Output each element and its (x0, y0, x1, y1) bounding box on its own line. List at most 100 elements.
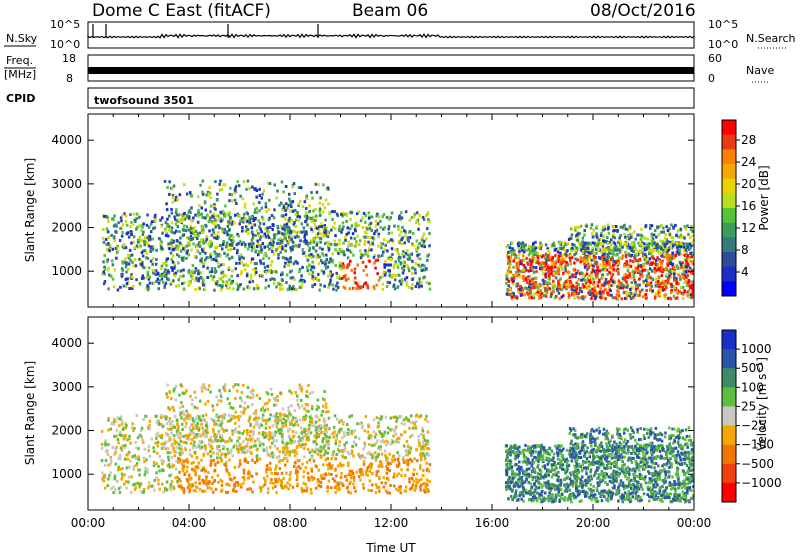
range-gate-cell (586, 286, 590, 290)
colorbar-swatch (722, 178, 736, 194)
range-gate-cell (311, 273, 314, 277)
range-gate-cell (244, 202, 247, 206)
range-gate-cell (277, 418, 280, 422)
range-gate-cell (505, 253, 509, 257)
range-gate-cell (531, 267, 534, 271)
range-gate-cell (196, 272, 200, 276)
y-tick-label: 2000 (51, 221, 82, 235)
range-gate-cell (417, 282, 421, 286)
range-gate-cell (382, 440, 386, 444)
range-gate-cell (287, 203, 290, 207)
range-gate-cell (146, 284, 149, 288)
range-gate-cell (215, 219, 219, 223)
range-gate-cell (338, 274, 341, 278)
range-gate-cell (363, 429, 367, 433)
range-gate-cell (177, 456, 180, 460)
range-gate-cell (406, 249, 409, 253)
range-gate-cell (378, 486, 381, 489)
range-gate-cell (135, 414, 139, 417)
range-gate-cell (691, 234, 694, 238)
range-gate-cell (185, 478, 189, 482)
range-gate-cell (422, 242, 425, 246)
range-gate-cell (244, 225, 248, 229)
range-gate-cell (277, 477, 280, 481)
range-gate-cell (399, 491, 402, 495)
range-gate-cell (175, 219, 179, 223)
range-gate-cell (581, 248, 585, 252)
range-gate-cell (567, 296, 571, 300)
range-gate-cell (338, 420, 341, 424)
range-gate-cell (323, 206, 327, 210)
range-gate-cell (411, 278, 414, 281)
range-gate-cell (573, 296, 576, 300)
range-gate-cell (269, 468, 272, 472)
range-gate-cell (609, 289, 612, 293)
range-gate-cell (242, 220, 245, 224)
range-gate-cell (638, 293, 641, 297)
range-gate-cell (160, 246, 163, 250)
range-gate-cell (599, 263, 602, 267)
range-gate-cell (283, 446, 287, 450)
range-gate-cell (404, 210, 408, 214)
range-gate-cell (244, 217, 247, 221)
range-gate-cell (146, 257, 150, 260)
range-gate-cell (564, 269, 567, 273)
range-gate-cell (353, 271, 356, 275)
range-gate-cell (532, 292, 536, 296)
range-gate-cell (666, 297, 670, 300)
range-gate-cell (385, 471, 389, 475)
range-gate-cell (533, 285, 536, 289)
range-gate-cell (162, 459, 165, 463)
range-gate-cell (324, 242, 327, 246)
range-gate-cell (516, 296, 519, 300)
range-gate-cell (687, 280, 690, 284)
range-gate-cell (219, 263, 223, 267)
range-gate-cell (646, 237, 649, 241)
range-gate-cell (665, 225, 668, 229)
range-gate-cell (202, 279, 205, 283)
colorbar-swatch (722, 237, 736, 253)
range-gate-cell (393, 458, 397, 462)
range-gate-cell (239, 219, 242, 223)
range-gate-cell (171, 463, 174, 467)
range-gate-cell (179, 269, 183, 273)
range-gate-cell (153, 226, 157, 230)
range-gate-cell (553, 284, 556, 288)
range-gate-cell (288, 216, 291, 220)
range-gate-cell (386, 239, 390, 243)
range-gate-cell (236, 287, 240, 291)
range-gate-cell (630, 296, 634, 300)
range-gate-cell (322, 431, 325, 434)
range-gate-cell (687, 295, 691, 299)
range-gate-cell (356, 212, 359, 216)
range-gate-cell (153, 488, 156, 492)
range-gate-cell (218, 244, 222, 247)
range-gate-cell (149, 259, 153, 263)
range-gate-cell (634, 269, 638, 273)
range-gate-cell (577, 292, 580, 295)
range-gate-cell (601, 225, 605, 229)
nave-tick-high: 60 (708, 52, 722, 65)
range-gate-cell (402, 264, 406, 268)
range-gate-cell (263, 270, 267, 273)
range-gate-cell (664, 248, 668, 252)
range-gate-cell (157, 422, 161, 426)
range-gate-cell (405, 453, 408, 457)
range-gate-cell (384, 271, 387, 275)
range-gate-cell (690, 227, 693, 231)
range-gate-cell (234, 415, 238, 419)
range-gate-cell (505, 275, 509, 278)
range-gate-cell (170, 480, 174, 484)
range-gate-cell (388, 269, 391, 273)
range-gate-cell (301, 265, 304, 269)
range-gate-cell (302, 230, 306, 234)
range-gate-cell (120, 448, 124, 452)
range-gate-cell (592, 277, 595, 281)
range-gate-cell (244, 242, 247, 246)
range-gate-cell (585, 247, 588, 250)
range-gate-cell (228, 483, 231, 487)
range-gate-cell (170, 221, 174, 225)
range-gate-cell (242, 256, 245, 260)
range-gate-cell (654, 268, 658, 272)
range-gate-cell (171, 260, 175, 264)
